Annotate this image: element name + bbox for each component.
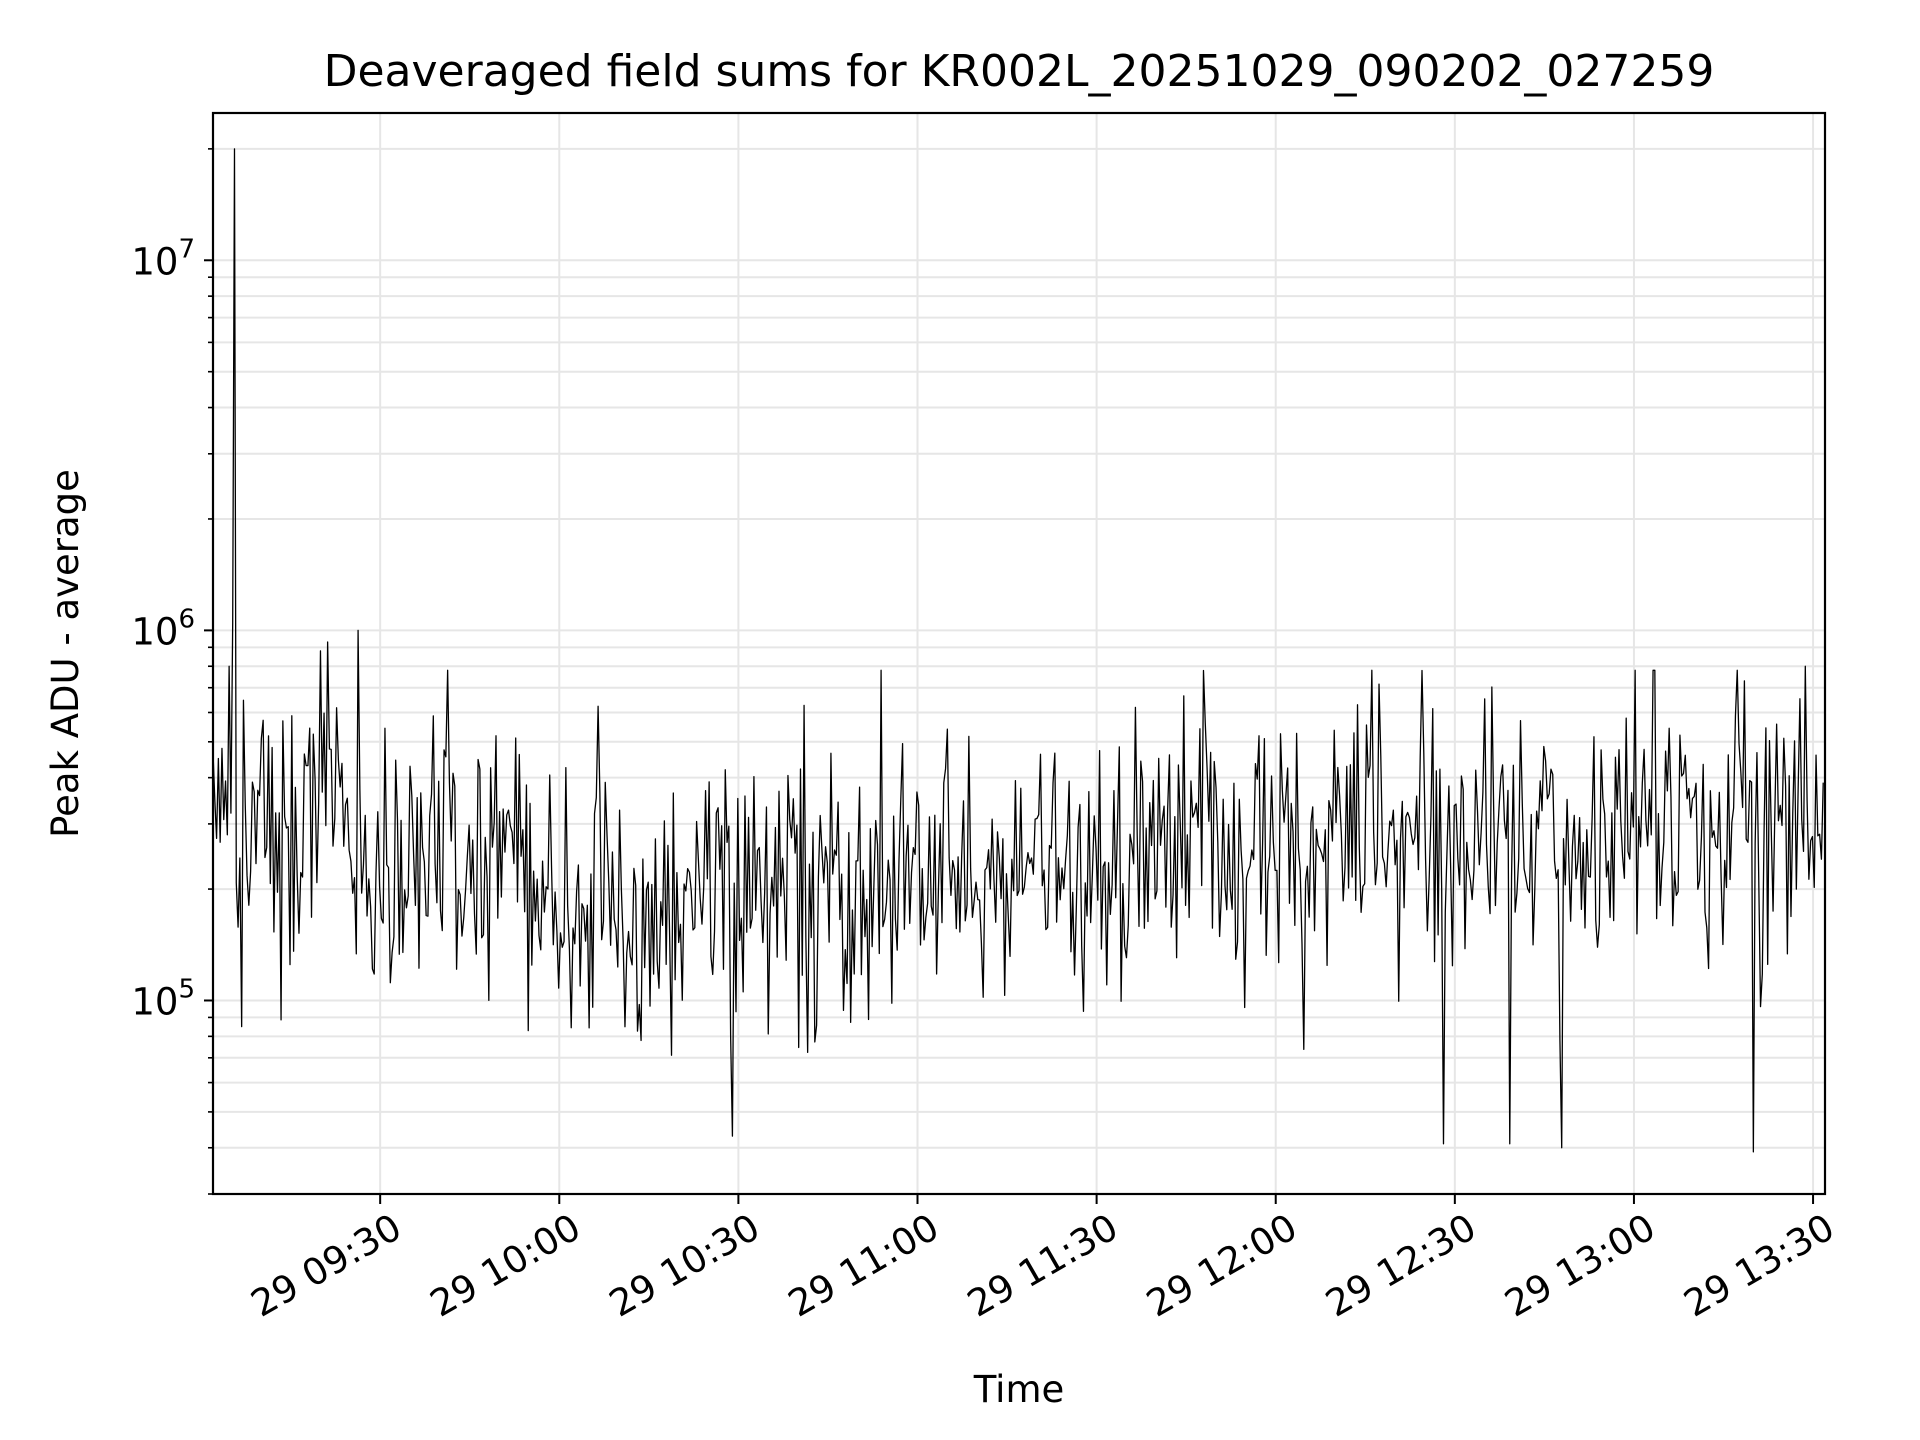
plot-frame [211, 111, 1827, 1196]
x-axis-label: Time [973, 1368, 1065, 1411]
series-layer [212, 148, 1824, 1153]
y-tick-label: 107 [131, 234, 195, 283]
series-line-peak-adu [212, 148, 1824, 1153]
y-tick-label: 105 [131, 974, 195, 1023]
y-tick-label: 106 [131, 604, 195, 653]
y-axis: 105 106 107 [131, 148, 213, 1195]
chart-title: Deaveraged field sums for KR002L_2025102… [324, 46, 1715, 97]
y-axis-label: Peak ADU - average [44, 469, 87, 838]
